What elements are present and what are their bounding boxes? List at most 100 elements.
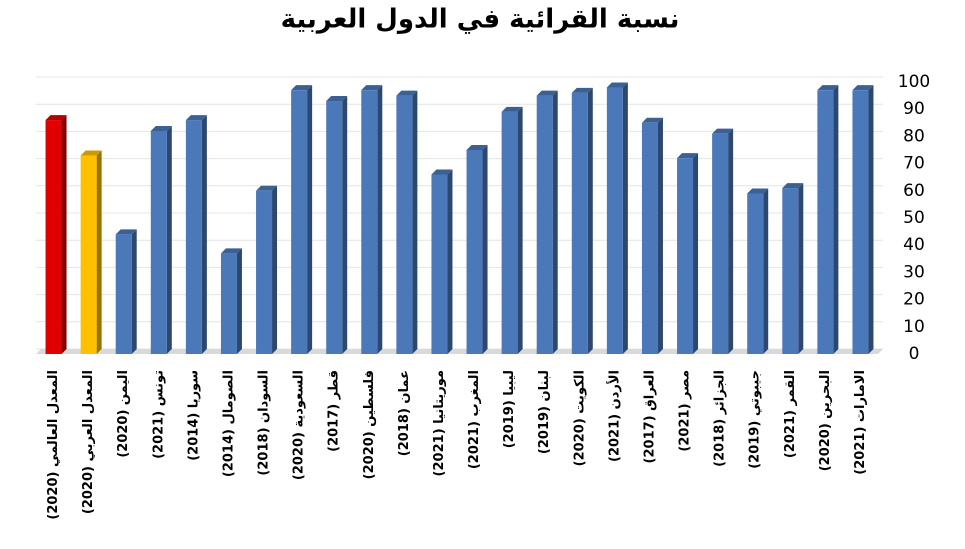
x-tick-label: البحرين (2020) [818,370,833,471]
bar-side [96,150,102,354]
x-tick-label: الامارات (2021) [853,370,868,475]
x-tick-label: الصومال (2014) [221,370,236,477]
bar-side [272,185,278,354]
x-tick-label: قطر (2017) [327,370,342,452]
bar-top [641,117,663,123]
bar-top [606,82,628,88]
bar [326,101,343,354]
bar-side [377,85,383,354]
bar-side [587,87,593,354]
x-tick-label: السودان (2018) [257,370,272,476]
bar-side [131,229,137,354]
bar-top [782,183,804,189]
bar-top [150,125,172,131]
bar-top [256,185,278,191]
bar-side [763,188,769,354]
bar-top [431,169,453,175]
bar [536,95,553,354]
bar [291,90,308,354]
floor [36,349,883,354]
bar-side [552,90,558,354]
bar [606,87,623,354]
x-tick-label: الجزائر (2018) [713,370,728,467]
bar [431,174,448,354]
x-tick-label: المعدل العالمي (2020) [46,370,61,520]
x-tick-label: موريتانيا (2021) [432,370,447,476]
bar-side [657,117,663,354]
bar-top [361,85,383,91]
bar-top [326,96,348,102]
y-tick-label: 100 [898,72,930,92]
bar [641,122,658,354]
bar-side [61,115,67,354]
bar [220,253,237,354]
x-tick-label: جيبوتي (2019) [748,370,763,469]
y-tick-label: 80 [903,126,925,146]
bar-side [236,248,242,354]
y-tick-label: 30 [903,262,925,282]
bar-side [728,128,734,354]
y-tick-label: 60 [903,181,925,201]
x-tick-label: تونس (2021) [151,370,166,459]
bar-side [307,85,313,354]
bar-top [712,128,734,134]
bar-top [291,85,313,91]
bar-top [115,229,137,235]
bar [571,92,588,354]
x-tick-label: الكويت (2020) [572,370,587,466]
x-tick-label: ليبيا (2019) [502,370,517,448]
bar [361,90,378,354]
bar [852,90,869,354]
y-tick-label: 10 [903,317,925,337]
bar-top [501,106,523,112]
bar-top [220,248,242,254]
bar-top [396,90,418,96]
bar-top [817,85,839,91]
bar [712,133,729,354]
bar [501,111,518,354]
bar-side [342,96,348,354]
bar [150,130,167,354]
bar-side [166,125,172,355]
bar-side [798,183,804,354]
bar-side [622,82,628,354]
bar-top [852,85,874,91]
bar [256,190,273,354]
bar-top [185,115,207,121]
x-tick-label: السعودية (2020) [292,370,307,480]
x-tick-label: فلسطين (2020) [362,370,377,479]
bar-side [412,90,418,354]
x-tick-label: لبنان (2019) [537,370,552,454]
y-tick-label: 50 [903,208,925,228]
bar-side [482,145,488,354]
x-tick-label: القمر (2021) [783,370,798,458]
bar-side [447,169,453,354]
x-tick-label: العراق (2017) [642,370,657,463]
x-tick-label: الأردن (2021) [605,370,622,462]
bar-top [571,87,593,93]
bar [80,155,97,354]
bar [817,90,834,354]
bar [396,95,413,354]
bar-side [517,106,523,354]
x-tick-label: عمان (2018) [397,370,412,456]
bar-top [536,90,558,96]
bar-side [833,85,839,354]
bar-top [747,188,769,194]
bar [115,234,132,354]
bar [677,158,694,354]
bar-top [677,153,699,159]
y-tick-label: 20 [903,290,925,310]
bar-side [693,153,699,354]
x-tick-label: المعدل العربي (2020) [81,370,96,514]
bar [747,193,764,354]
bar-side [201,115,207,354]
y-tick-label: 90 [903,99,925,119]
bar [185,120,202,354]
bar-top [80,150,102,156]
x-tick-label: سوريا (2014) [186,370,201,461]
x-tick-label: مصر (2021) [678,370,693,452]
x-tick-label: المغرب (2021) [467,370,482,469]
bar-top [466,145,488,150]
